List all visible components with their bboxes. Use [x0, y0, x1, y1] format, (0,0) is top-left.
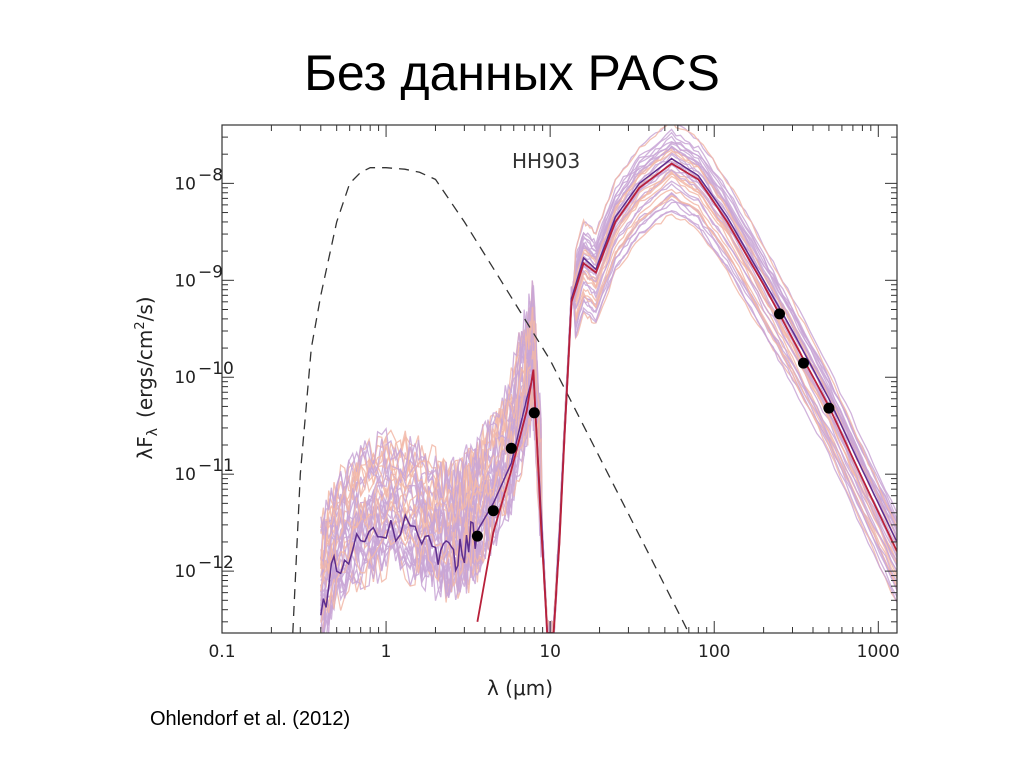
- data-point: [774, 308, 785, 320]
- model-curve: [320, 125, 897, 633]
- stellar-photosphere-curve: [292, 167, 690, 633]
- model-curve: [320, 195, 897, 633]
- object-annotation: HH903: [512, 149, 580, 173]
- y-tick-exponent: −11: [198, 456, 234, 476]
- dark-model-curve: [320, 157, 897, 633]
- data-point: [487, 505, 499, 517]
- y-axis-label-units: (ergs/cm: [133, 330, 157, 418]
- x-tick-label: 1: [381, 642, 392, 662]
- y-tick-exponent: −12: [198, 553, 234, 573]
- y-tick-exponent: −10: [198, 359, 234, 379]
- y-axis-label-units-end: /s): [133, 296, 157, 321]
- best-fit-curve: [476, 162, 897, 633]
- data-point: [505, 442, 517, 454]
- model-curve: [320, 183, 897, 633]
- data-point: [471, 530, 483, 542]
- x-axis-label: λ (μm): [487, 676, 553, 700]
- model-curve: [320, 128, 897, 633]
- x-tick-label: 0.1: [208, 642, 235, 662]
- x-tick-label: 10: [539, 642, 561, 662]
- model-curve: [320, 194, 897, 633]
- model-curve: [320, 151, 897, 633]
- y-tick-label: 10: [174, 465, 196, 485]
- y-axis-label-main: λF: [133, 436, 157, 459]
- y-tick-label: 10: [174, 271, 196, 291]
- y-tick-label: 10: [174, 368, 196, 388]
- observed-points: [471, 308, 835, 542]
- y-tick-label: 10: [174, 174, 196, 194]
- citation: Ohlendorf et al. (2012): [150, 708, 351, 730]
- y-tick-exponent: −9: [198, 262, 223, 282]
- data-point: [528, 407, 540, 419]
- model-curve: [320, 201, 897, 633]
- y-tick-exponent: −8: [198, 165, 223, 185]
- slide-title: Без данных PACS: [304, 45, 720, 101]
- model-curve: [320, 146, 897, 633]
- axis-ticks: [221, 124, 897, 633]
- y-tick-label: 10: [174, 562, 196, 582]
- plot-frame: [221, 124, 898, 634]
- y-axis-label-sup: 2: [133, 321, 148, 329]
- y-axis-label: λFλ (ergs/cm2/s): [133, 296, 161, 459]
- model-curve: [320, 210, 897, 633]
- model-curve: [320, 213, 897, 633]
- y-axis-label-sub: λ: [145, 428, 161, 436]
- data-point: [798, 357, 809, 369]
- main-curves: [292, 157, 897, 633]
- x-tick-label: 1000: [857, 642, 900, 662]
- model-curve: [320, 175, 897, 633]
- model-curves: [320, 125, 897, 633]
- model-curve: [320, 162, 897, 633]
- data-point: [823, 402, 835, 414]
- x-tick-label: 100: [698, 642, 730, 662]
